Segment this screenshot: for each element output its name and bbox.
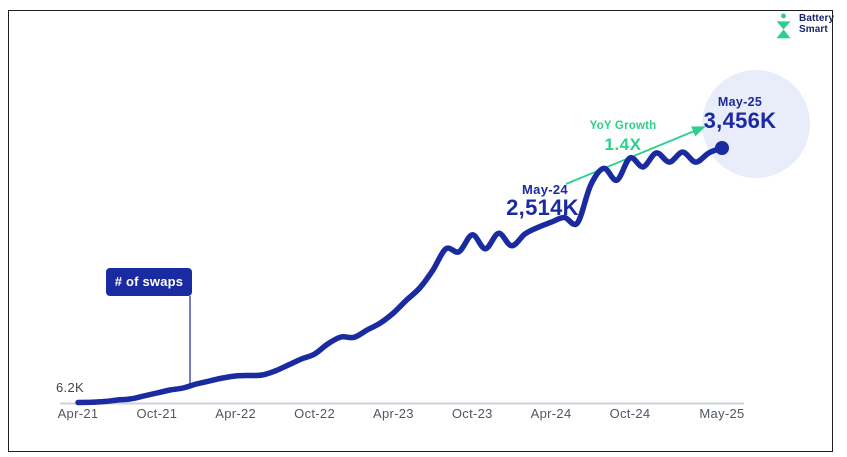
may25-value-label: 3,456K [703,108,777,133]
trend-endpoint-dot [715,141,729,155]
x-axis-label: Oct-21 [136,406,178,421]
yoy-growth-arrow [565,126,706,185]
may24-value-label: 2,514K [506,195,579,220]
logo-text-line1: Battery [799,13,835,24]
x-axis-label: Oct-23 [451,406,493,421]
may25-highlight-circle [702,70,810,178]
x-axis-label: Oct-22 [294,406,335,421]
brand-logo: Battery Smart [772,13,834,41]
x-axis-label: Apr-23 [372,406,414,421]
battery-smart-hourglass-icon [776,13,791,39]
may25-date-label: May-25 [717,95,763,109]
x-axis-label: May-25 [699,406,745,421]
start-value-label: 6.2K [56,380,84,395]
x-axis-label: Apr-22 [215,406,257,421]
x-axis-label: Oct-24 [609,406,651,421]
x-axis-label: Apr-21 [57,406,99,421]
series-flag: # of swaps [106,268,192,296]
yoy-growth-label: YoY Growth [589,120,657,132]
yoy-growth-value: 1.4X [604,135,642,154]
swaps-trend-line [75,145,725,406]
series-flag-label: # of swaps [114,274,184,289]
logo-text-line2: Smart [799,24,828,35]
may24-date-label: May-24 [522,182,568,197]
x-axis-label: Apr-24 [530,406,572,421]
